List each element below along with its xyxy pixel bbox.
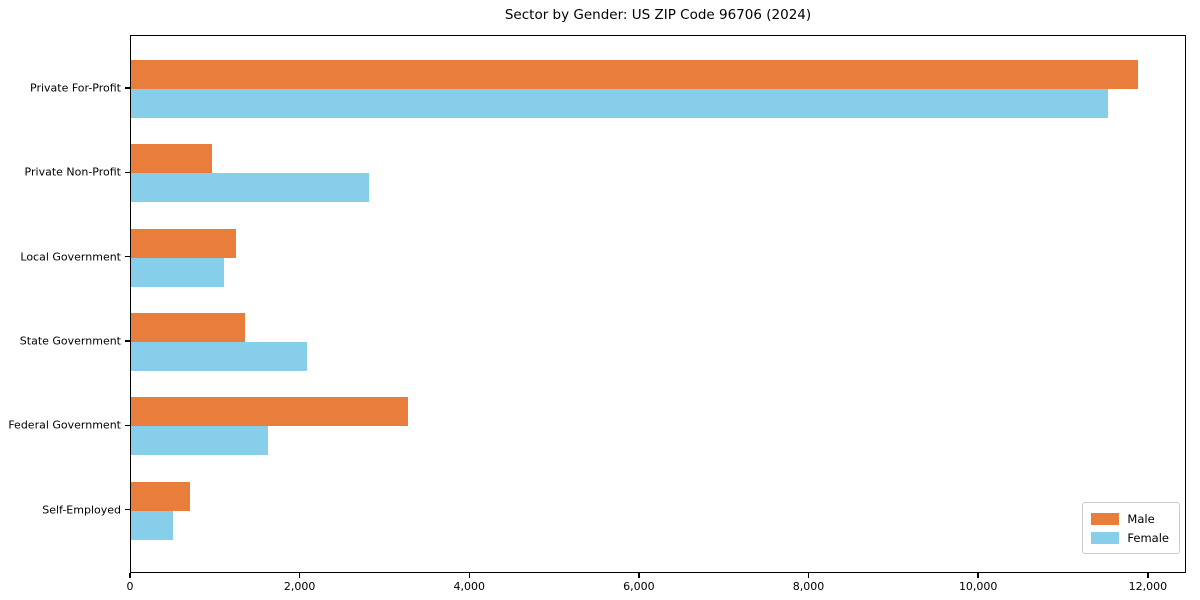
y-tick-label: Local Government — [20, 250, 121, 264]
legend-label: Male — [1127, 511, 1155, 526]
bar-male-private-for-profit — [131, 60, 1138, 89]
bar-female-state-government — [131, 341, 307, 371]
chart-title: Sector by Gender: US ZIP Code 96706 (202… — [504, 7, 812, 23]
legend-label: Female — [1127, 530, 1169, 545]
bar-male-self-employed — [131, 481, 191, 511]
x-tick-mark — [1147, 573, 1149, 578]
x-tick-mark — [298, 573, 301, 578]
x-tick-label: 8,000 — [792, 580, 825, 593]
x-tick-mark — [807, 573, 810, 578]
bars-layer — [131, 36, 1185, 572]
x-tick-label: 2,000 — [283, 580, 316, 593]
x-tick-mark — [468, 573, 470, 578]
bar-female-federal-government — [131, 426, 268, 456]
legend-entry-male: Male — [1091, 509, 1169, 528]
x-tick-label: 10,000 — [958, 580, 998, 593]
legend: Male Female — [1082, 502, 1180, 554]
bar-male-state-government — [131, 312, 245, 342]
x-tick-label: 12,000 — [1128, 580, 1168, 593]
x-tick-label: 6,000 — [623, 580, 655, 593]
y-tick-label: Private Non-Profit — [24, 165, 121, 179]
x-tick-mark — [638, 573, 640, 578]
legend-swatch-male — [1091, 512, 1120, 525]
legend-swatch-female — [1091, 531, 1120, 544]
bar-female-private-for-profit — [131, 89, 1109, 118]
legend-entry-female: Female — [1091, 528, 1169, 547]
y-tick-label: Federal Government — [8, 418, 121, 432]
bar-female-local-government — [131, 257, 224, 287]
y-tick-label: Private For-Profit — [30, 81, 121, 95]
y-tick-label: Self-Employed — [42, 503, 121, 516]
x-tick-label: 0 — [126, 580, 134, 593]
x-tick-mark — [977, 573, 979, 578]
plot-area: Male Female — [130, 35, 1186, 573]
y-tick-label: State Government — [19, 334, 121, 348]
bar-male-local-government — [131, 228, 237, 258]
bar-male-private-non-profit — [131, 144, 213, 174]
bar-female-self-employed — [131, 510, 174, 540]
bar-female-private-non-profit — [131, 173, 370, 203]
x-tick-mark — [129, 573, 131, 578]
x-tick-label: 4,000 — [453, 580, 486, 593]
bar-male-federal-government — [131, 397, 408, 427]
